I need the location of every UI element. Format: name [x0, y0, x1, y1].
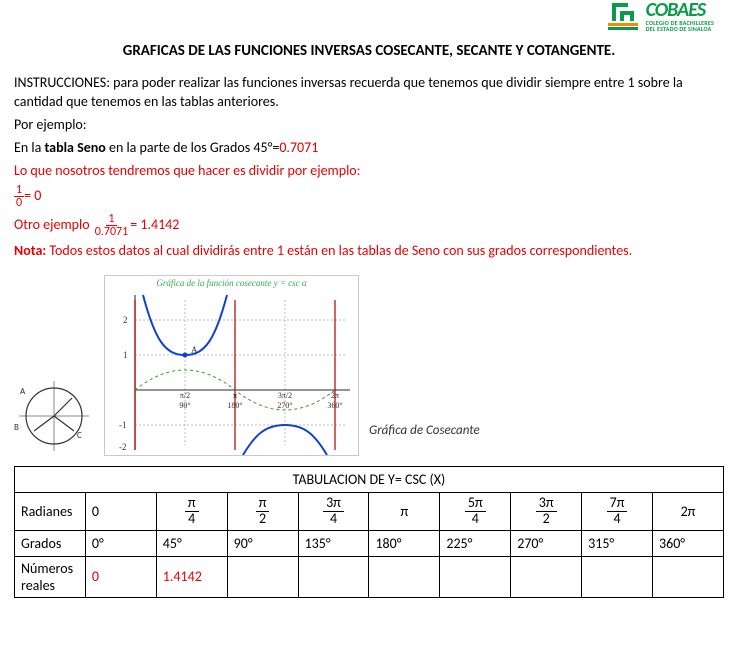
denominator: 0.7071 [93, 226, 130, 238]
cell: 225° [440, 530, 511, 556]
row-label: Grados [15, 530, 86, 556]
cell: 90° [227, 530, 298, 556]
unit-circle-icon: A B C [14, 376, 94, 456]
cell: 7π4 [582, 493, 653, 530]
fraction: 1 0 [14, 184, 24, 209]
rhs: 0 [34, 187, 41, 204]
instr-line-2: Por ejemplo: [14, 116, 724, 135]
cell: 0 [85, 493, 156, 530]
svg-text:1: 1 [123, 350, 128, 360]
figure-row: A B C Gráfica de la función cosecante y … [14, 275, 724, 456]
cell [298, 556, 369, 597]
text: Otro ejemplo [14, 216, 93, 233]
figure-caption: Gráfica de Cosecante [369, 423, 480, 456]
cell [511, 556, 582, 597]
rhs: 1.4142 [140, 216, 179, 233]
svg-text:π/2: π/2 [180, 391, 190, 400]
equals: = [130, 216, 140, 233]
cell [440, 556, 511, 597]
cell: π2 [227, 493, 298, 530]
cell [369, 556, 440, 597]
tabulation-table: TABULACION DE Y= CSC (X) Radianes 0 π4 π… [14, 466, 724, 597]
row-label: Números reales [15, 556, 86, 597]
cell: 0° [85, 530, 156, 556]
table-row-radianes: Radianes 0 π4 π2 3π4 π 5π4 3π2 7π4 2π [15, 493, 724, 530]
svg-text:-1: -1 [119, 420, 127, 430]
cell: 0 [85, 556, 156, 597]
instr-line-5: Otro ejemplo 1 0.7071 = 1.4142 [14, 213, 724, 238]
instr-line-3: En la tabla Seno en la parte de los Grad… [14, 139, 724, 158]
instr-line-1: INSTRUCCIONES: para poder realizar las f… [14, 74, 724, 112]
cell [582, 556, 653, 597]
cosecant-chart-icon: 2 1 -1 -2 π/2 π 3π/2 2π 90° 180° 270° 36… [105, 290, 358, 455]
page-title: GRAFICAS DE LAS FUNCIONES INVERSAS COSEC… [14, 42, 724, 60]
cosecant-graph: Gráfica de la función cosecante y = csc … [104, 275, 359, 456]
cell: 3π4 [298, 493, 369, 530]
table-row-grados: Grados 0° 45° 90° 135° 180° 225° 270° 31… [15, 530, 724, 556]
cell: 135° [298, 530, 369, 556]
equals: = [24, 187, 34, 204]
cell: 45° [156, 530, 227, 556]
svg-text:-2: -2 [119, 442, 127, 452]
cell: 3π2 [511, 493, 582, 530]
denominator: 0 [14, 197, 24, 209]
cell: 270° [511, 530, 582, 556]
text: en la parte de los Grados 45°= [106, 139, 280, 156]
svg-text:A: A [191, 345, 198, 355]
fraction: 1 0.7071 [93, 213, 130, 238]
svg-text:2: 2 [123, 315, 128, 325]
cell [227, 556, 298, 597]
cell: 315° [582, 530, 653, 556]
cell: 180° [369, 530, 440, 556]
svg-text:B: B [14, 422, 19, 433]
text-bold: tabla Seno [44, 139, 105, 156]
cell: 2π [653, 493, 724, 530]
svg-text:C: C [77, 430, 82, 441]
cell: 360° [653, 530, 724, 556]
nota-text: Todos estos datos al cual dividirás entr… [46, 242, 632, 259]
cell: 5π4 [440, 493, 511, 530]
logo-mark-icon [606, 1, 642, 31]
nota-label: Nota: [14, 242, 46, 259]
logo-sub2: DEL ESTADO DE SINALOA [646, 26, 714, 32]
svg-text:3π/2: 3π/2 [278, 391, 292, 400]
text: En la [14, 139, 44, 156]
graph-title: Gráfica de la función cosecante y = csc … [105, 276, 358, 290]
instr-eq-1: 1 0 = 0 [14, 184, 724, 209]
text-red: 0.7071 [279, 139, 318, 156]
svg-text:A: A [20, 386, 26, 397]
table-title: TABULACION DE Y= CSC (X) [15, 467, 724, 493]
val: 0 [92, 503, 99, 520]
instr-line-6: Nota: Todos estos datos al cual dividirá… [14, 242, 724, 261]
cell [653, 556, 724, 597]
svg-text:270°: 270° [277, 401, 292, 410]
cell: π [369, 493, 440, 530]
cell: π4 [156, 493, 227, 530]
instr-line-4: Lo que nosotros tendremos que hacer es d… [14, 162, 724, 181]
cell: 1.4142 [156, 556, 227, 597]
logo: COBAES COLEGIO DE BACHILLERES DEL ESTADO… [14, 0, 724, 32]
svg-text:90°: 90° [179, 401, 190, 410]
row-label: Radianes [15, 493, 86, 530]
table-row-reales: Números reales 0 1.4142 [15, 556, 724, 597]
logo-brand: COBAES [646, 0, 714, 20]
